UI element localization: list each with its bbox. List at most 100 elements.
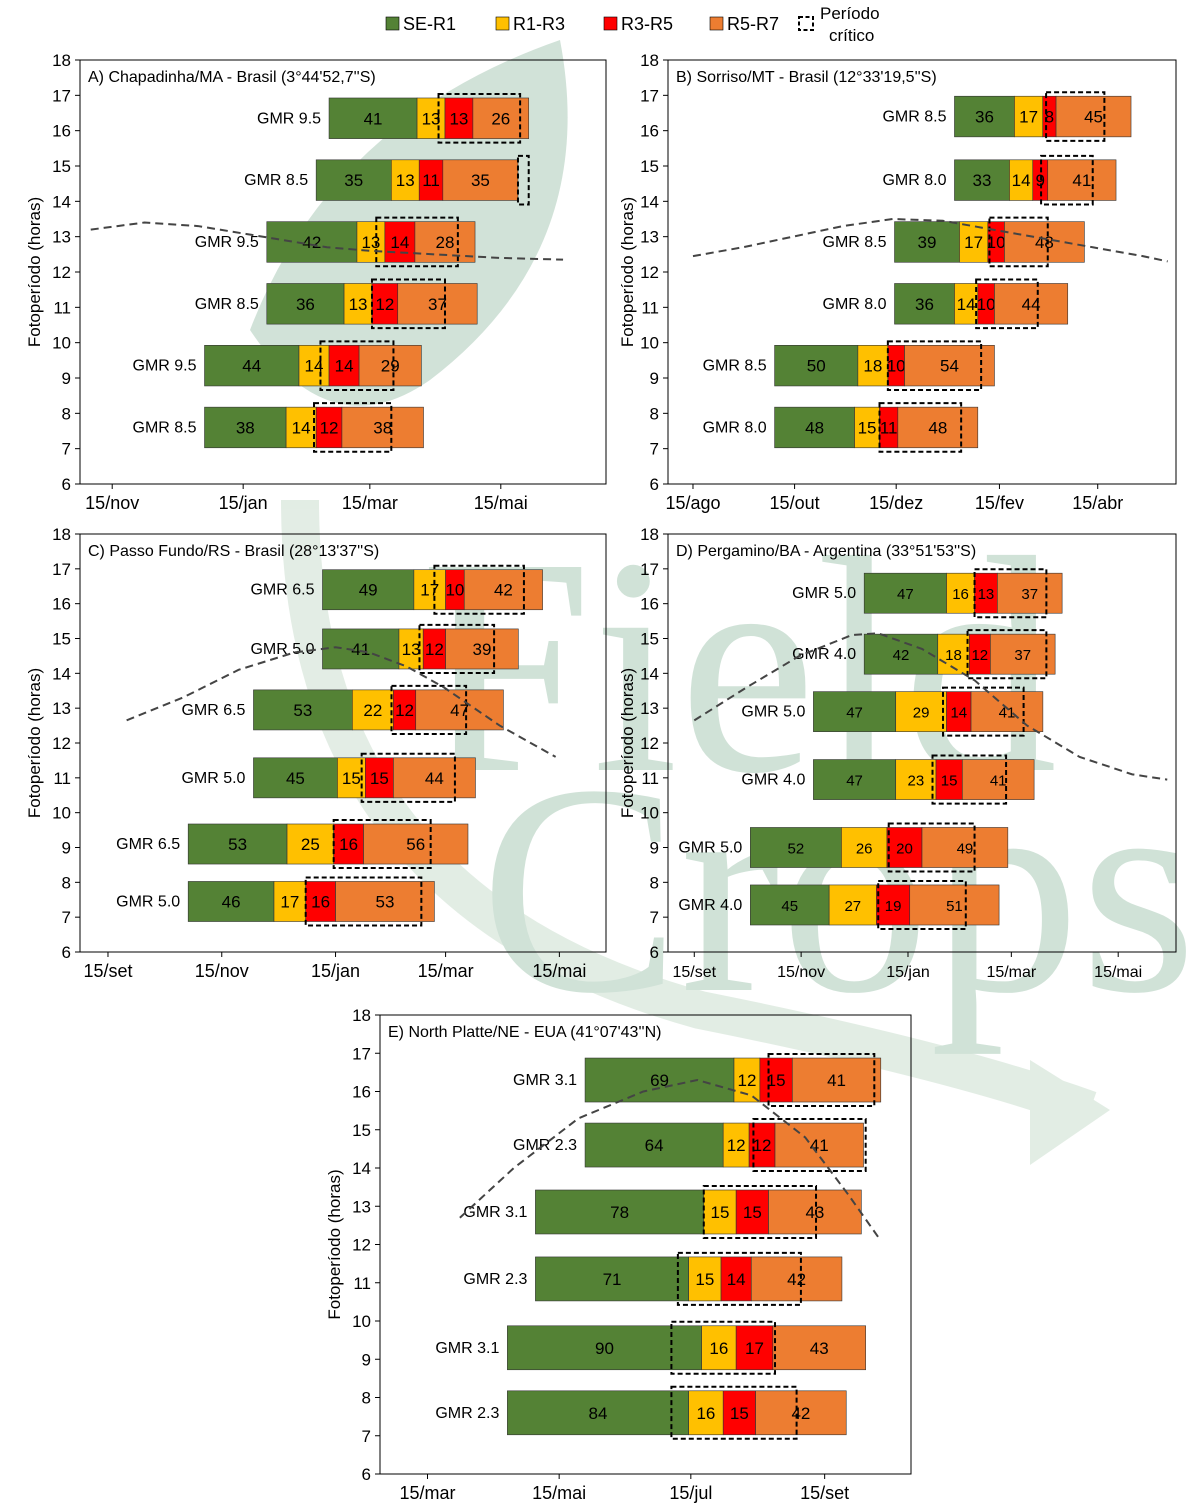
bar-value-label: 38 [373,418,392,437]
bar-value-label: 26 [491,109,510,128]
bar-segment-r1-r3 [343,283,373,325]
bar-value-label: 15 [730,1404,749,1423]
bar-segment-r5-r7 [415,689,504,731]
y-tick-label: 6 [362,1465,371,1484]
bar-value-label: 13 [449,109,468,128]
y-tick-label: 8 [62,404,71,423]
bar-segment-r3-r5 [365,757,394,799]
bar-value-label: 45 [1084,108,1103,127]
bar-segment-r5-r7 [904,345,995,387]
bar-value-label: 38 [236,418,255,437]
bar-value-label: 19 [885,898,902,915]
bar-value-label: 45 [286,769,305,788]
y-tick-label: 10 [52,804,71,823]
bar-segment-r5-r7 [445,628,519,670]
bar-value-label: 29 [913,705,930,722]
y-tick-label: 9 [650,369,659,388]
bar-value-label: 12 [425,640,444,659]
bar-segment-r3-r5 [935,759,963,800]
row-label: GMR 6.5 [181,702,245,719]
bar-value-label: 35 [344,171,363,190]
chart-panel-2: 6 7 8 9 10 11 12 13 14 15 16 17 18 15/ago 15/out 15/dez… [618,51,1177,513]
bar-value-label: 14 [1012,171,1031,190]
bar-value-label: 15 [711,1203,730,1222]
y-tick-label: 11 [353,1274,371,1293]
bar-value-label: 14 [957,295,976,314]
bar-segment-se-r1 [813,691,897,732]
bar-value-label: 41 [827,1071,846,1090]
row-label: GMR 9.5 [257,110,321,127]
bar-segment-se-r1 [584,1057,735,1103]
y-tick-label: 16 [352,1083,371,1102]
bar-segment-r5-r7 [772,1325,866,1371]
y-tick-label: 13 [52,699,71,718]
bar-segment-se-r1 [750,884,830,926]
bar-value-label: 45 [781,898,798,915]
critical-period-box [304,876,423,927]
bar-segment-r1-r3 [703,1189,737,1235]
row-label: GMR 8.0 [882,172,946,189]
bar-segment-se-r1 [266,283,345,325]
row-label: GMR 8.5 [703,358,767,375]
row-label: GMR 8.5 [823,234,887,251]
x-tick-label: 15/fev [975,493,1024,513]
bar-value-label: 26 [856,841,873,858]
y-tick-label: 7 [362,1427,371,1446]
bar-segment-r5-r7 [442,159,519,201]
bar-value-label: 42 [494,581,513,600]
bar-value-label: 14 [390,233,409,252]
bar-value-label: 11 [880,418,898,437]
bar-value-label: 69 [650,1071,669,1090]
row-label: GMR 5.0 [741,704,805,721]
y-tick-label: 7 [62,440,71,459]
chart-panel-4: 6 7 8 9 10 11 12 13 14 15 16 17 18 15/set 15/nov 15/jan… [618,525,1177,981]
bar-value-label: 10 [887,357,906,376]
bar-value-label: 25 [301,835,320,854]
panel-title: E) North Platte/NE - EUA (41°07'43''N) [388,1024,661,1041]
bar-segment-r1-r3 [857,345,889,387]
bar-value-label: 48 [805,418,824,437]
bar-segment-r5-r7 [791,1057,882,1103]
critical-period-box [370,278,446,330]
bar-segment-se-r1 [187,823,288,865]
bar-value-label: 14 [292,418,311,437]
bar-value-label: 16 [952,586,969,603]
x-tick-label: 15/nov [85,493,139,513]
y-tick-label: 15 [352,1121,371,1140]
y-tick-label: 7 [62,908,71,927]
y-tick-label: 18 [640,525,659,544]
bar-segment-r3-r5 [333,823,364,865]
bar-segment-r5-r7 [393,757,476,799]
critical-period-box [878,402,963,453]
x-tick-label: 15/mai [532,1483,586,1503]
y-tick-label: 17 [352,1044,371,1063]
critical-period-box [360,752,456,803]
x-tick-label: 15/nov [777,964,825,981]
bar-segment-r1-r3 [356,221,386,263]
bar-segment-r5-r7 [363,823,469,865]
bar-value-label: 56 [406,835,425,854]
bar-segment-r5-r7 [909,884,1000,926]
x-tick-label: 15/ago [665,493,720,513]
x-tick-label: 15/mai [532,961,586,981]
bar-value-label: 12 [727,1136,746,1155]
y-tick-label: 9 [650,839,659,858]
y-tick-label: 15 [640,157,659,176]
bar-value-label: 36 [975,108,994,127]
bar-segment-r1-r3 [895,691,947,732]
bar-segment-r1-r3 [352,689,394,731]
y-tick-label: 12 [52,734,71,753]
bar-value-label: 36 [296,295,315,314]
photoperiod-curve [693,632,1168,781]
bar-value-label: 17 [1019,108,1038,127]
bar-segment-r5-r7 [1047,159,1117,201]
bar-segment-se-r1 [253,757,338,799]
row-label: GMR 5.0 [250,641,314,658]
critical-period-box [670,1385,798,1440]
bar-value-label: 20 [896,841,913,858]
bar-value-label: 41 [990,773,1007,790]
panel-title: C) Passo Fundo/RS - Brasil (28°13'37''S) [88,543,379,560]
bar-value-label: 16 [339,835,358,854]
bar-value-label: 22 [363,701,382,720]
bar-segment-se-r1 [954,159,1010,201]
